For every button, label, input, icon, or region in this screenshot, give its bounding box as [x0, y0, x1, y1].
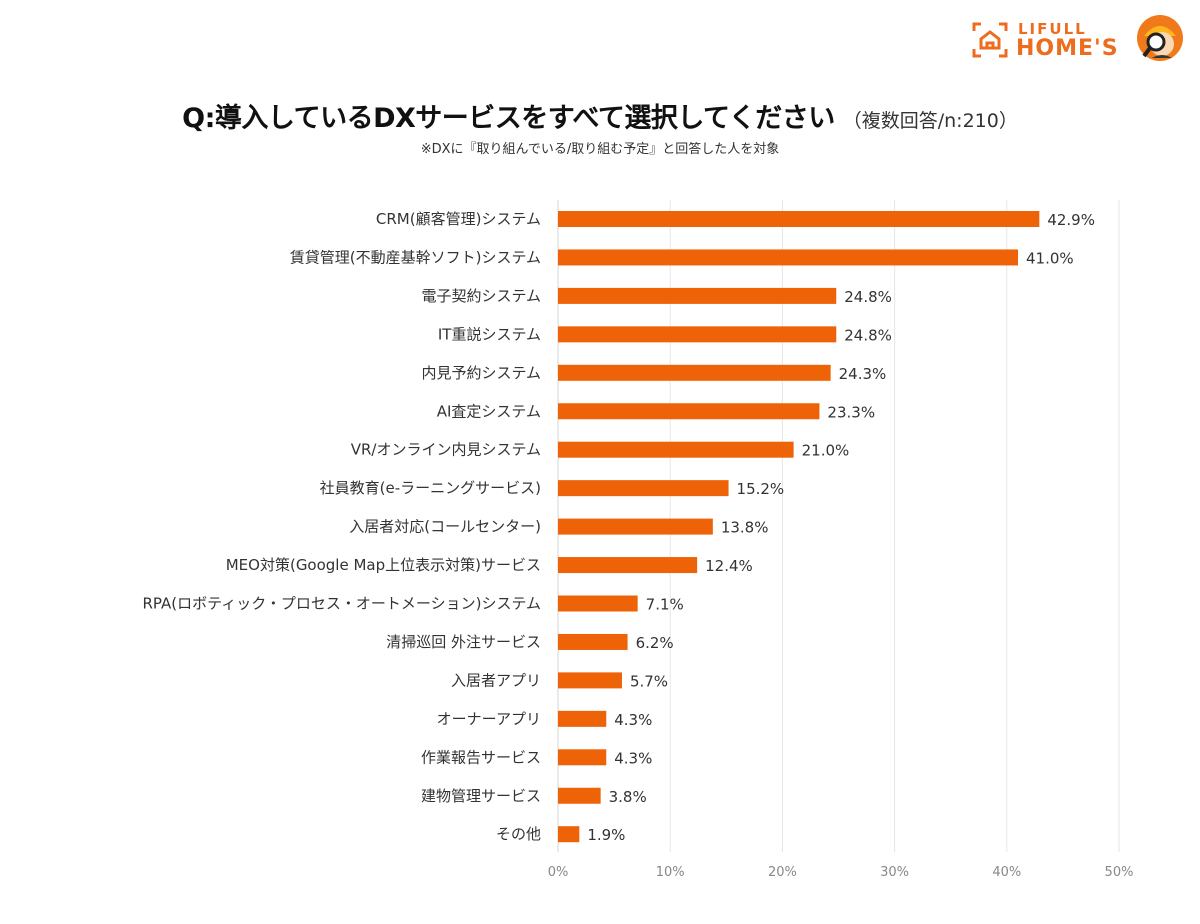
chart-title-main: Q:導入しているDXサービスをすべて選択してください	[182, 103, 835, 134]
bar	[558, 364, 831, 381]
value-label: 12.4%	[705, 557, 753, 575]
bar	[558, 633, 628, 650]
x-tick-label: 30%	[880, 865, 909, 880]
bar	[558, 826, 580, 843]
mascot-magnifier-icon	[1137, 15, 1183, 61]
category-label: 賃貸管理(不動産基幹ソフト)システム	[290, 248, 541, 266]
category-label: 内見予約システム	[421, 364, 541, 382]
bar	[558, 787, 601, 804]
value-label: 24.8%	[844, 326, 892, 344]
category-label: 建物管理サービス	[421, 787, 541, 805]
x-tick-label: 40%	[992, 865, 1021, 880]
category-label: AI査定システム	[437, 402, 541, 420]
bar	[558, 710, 607, 727]
value-label: 5.7%	[630, 672, 668, 690]
brand-line2: HOME'S	[1016, 36, 1119, 61]
bar	[558, 249, 1019, 266]
category-label: CRM(顧客管理)システム	[376, 210, 541, 228]
value-label: 7.1%	[646, 596, 684, 614]
value-label: 23.3%	[827, 403, 875, 421]
bar	[558, 749, 607, 766]
x-tick-label: 0%	[548, 865, 569, 880]
bar	[558, 595, 638, 612]
value-label: 1.9%	[587, 826, 625, 844]
brand-line1: LIFULL	[1018, 20, 1087, 38]
value-label: 6.2%	[636, 634, 674, 652]
chart-note: ※DXに『取り組んでいる/取り組む予定』と回答した人を対象	[420, 142, 780, 157]
category-label: 清掃巡回 外注サービス	[386, 633, 541, 651]
value-label: 4.3%	[614, 711, 652, 729]
value-label: 15.2%	[737, 480, 785, 498]
bar	[558, 672, 622, 689]
bar	[558, 518, 713, 535]
value-label: 3.8%	[609, 788, 647, 806]
category-label: オーナーアプリ	[437, 710, 541, 728]
bar	[558, 557, 698, 574]
house-frame-icon	[972, 22, 1008, 58]
category-label: その他	[496, 825, 541, 843]
chart-title-subtitle: （複数回答/n:210）	[842, 110, 1018, 132]
value-label: 13.8%	[721, 519, 769, 537]
value-label: 21.0%	[802, 442, 850, 460]
value-label: 4.3%	[614, 749, 652, 767]
x-tick-label: 20%	[768, 865, 797, 880]
category-label: 入居者アプリ	[451, 671, 541, 689]
value-label: 24.3%	[839, 365, 887, 383]
value-label: 42.9%	[1047, 211, 1095, 229]
x-tick-label: 10%	[656, 865, 685, 880]
category-label: 入居者対応(コールセンター)	[349, 518, 541, 536]
bar	[558, 441, 794, 458]
bar	[558, 287, 837, 304]
bar	[558, 480, 729, 497]
value-label: 24.8%	[844, 288, 892, 306]
bar	[558, 403, 820, 420]
category-label: RPA(ロボティック・プロセス・オートメーション)システム	[142, 595, 541, 613]
lifull-homes-logo: LIFULL HOME'S	[970, 14, 1190, 66]
category-label: 電子契約システム	[421, 287, 541, 305]
value-label: 41.0%	[1026, 249, 1074, 267]
chart-title: Q:導入しているDXサービスをすべて選択してください （複数回答/n:210）	[0, 96, 1200, 135]
bar	[558, 326, 837, 343]
category-label: IT重説システム	[438, 325, 541, 343]
category-label: 作業報告サービス	[421, 748, 541, 766]
category-label: 社員教育(e-ラーニングサービス)	[320, 479, 541, 497]
bar	[558, 211, 1040, 227]
category-label: MEO対策(Google Map上位表示対策)サービス	[226, 556, 541, 574]
x-tick-label: 50%	[1105, 865, 1134, 880]
category-label: VR/オンライン内見システム	[351, 441, 541, 459]
